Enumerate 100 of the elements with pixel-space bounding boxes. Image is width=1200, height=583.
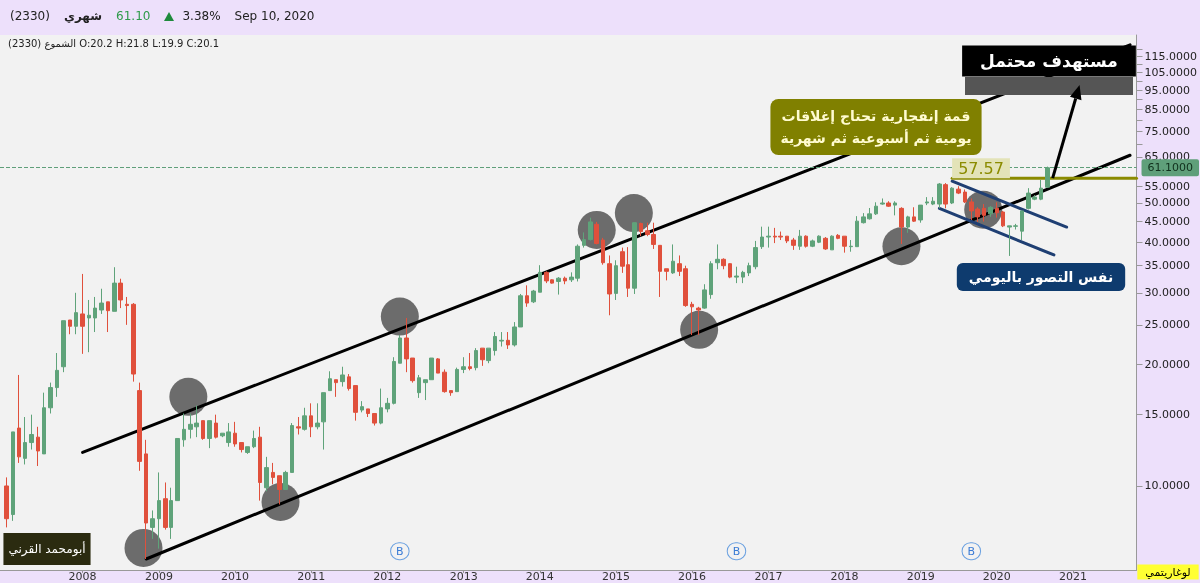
- candlestick: [125, 296, 129, 326]
- x-tick-label: 2019: [906, 570, 935, 583]
- candlestick: [480, 347, 485, 367]
- candlestick: [810, 239, 815, 248]
- candlestick: [614, 259, 618, 301]
- x-tick-label: 2013: [449, 570, 478, 583]
- candlestick: [169, 487, 173, 540]
- candlestick: [150, 509, 155, 540]
- candlestick: [80, 273, 85, 355]
- candlestick: [982, 203, 986, 223]
- y-tick-label: 30.0000: [1144, 286, 1191, 300]
- candlestick: [912, 206, 916, 223]
- candlestick: [836, 233, 840, 240]
- candlestick: [74, 292, 78, 335]
- annotation: B: [967, 544, 976, 558]
- candlestick: [207, 420, 212, 449]
- candlestick: [417, 374, 421, 399]
- candlestick: [137, 382, 142, 472]
- candlestick: [315, 402, 320, 430]
- candlestick: [385, 397, 390, 413]
- candlestick: [918, 204, 923, 224]
- y-tick-label: 115.0000: [1144, 50, 1198, 64]
- y-tick-label: 55.0000: [1144, 179, 1191, 193]
- candlestick: [486, 347, 491, 364]
- candlestick: [4, 476, 9, 528]
- candlestick: [950, 186, 954, 205]
- candlestick: [817, 234, 821, 244]
- x-tick-label: 2008: [68, 570, 97, 583]
- candlestick: [588, 217, 593, 241]
- candlestick: [766, 226, 771, 249]
- candlestick: [823, 236, 828, 251]
- candlestick: [753, 240, 758, 270]
- candlestick: [296, 416, 301, 435]
- candlestick: [379, 388, 383, 425]
- candlestick: [29, 414, 34, 451]
- candlestick: [55, 352, 59, 398]
- candlestick: [99, 288, 104, 315]
- candlestick: [601, 237, 605, 266]
- candlestick: [347, 373, 351, 392]
- candlestick: [696, 306, 701, 336]
- candlestick: [372, 413, 377, 427]
- candlestick: [963, 188, 967, 204]
- candlestick: [855, 215, 859, 248]
- candlestick: [175, 437, 180, 502]
- candlestick: [842, 235, 847, 254]
- candlestick: [531, 289, 536, 304]
- candlestick: [664, 268, 669, 281]
- annotation: قمة إنفجارية تحتاج إغلاقات يومية ثم أسبوعية ثم شهرية: [780, 108, 972, 147]
- candlestick: [690, 301, 694, 336]
- candlestick: [721, 257, 726, 270]
- candlestick: [87, 299, 91, 353]
- candlestick: [398, 334, 402, 364]
- candlestick: [182, 413, 186, 448]
- candlestick: [48, 382, 53, 414]
- candlestick: [880, 197, 885, 206]
- candlestick: [747, 262, 751, 277]
- candlestick: [741, 270, 745, 284]
- y-tick-label: 15.0000: [1144, 408, 1191, 422]
- annotation: B: [396, 544, 404, 558]
- y-tick-label: 25.0000: [1144, 318, 1191, 332]
- candlestick: [328, 370, 332, 392]
- annotation: أبومحمد القرني: [8, 541, 86, 557]
- x-tick-label: 2010: [221, 570, 250, 583]
- x-tick-label: 2018: [830, 570, 859, 583]
- candlestick: [436, 357, 440, 374]
- candlestick: [582, 231, 586, 249]
- candlestick: [499, 331, 504, 348]
- y-tick-label: 35.0000: [1144, 259, 1191, 273]
- y-tick-label: 20.0000: [1144, 357, 1191, 371]
- y-tick-label: 95.0000: [1144, 83, 1191, 97]
- candlestick: [715, 243, 720, 270]
- candlestick: [734, 266, 739, 284]
- candlestick: [461, 356, 466, 374]
- annotation: B: [732, 544, 741, 558]
- x-tick-label: 2015: [601, 570, 630, 583]
- candlestick: [23, 416, 27, 465]
- candlestick: [144, 439, 148, 560]
- candlestick: [709, 260, 713, 300]
- x-tick-label: 2016: [678, 570, 707, 583]
- chart-title: (2330): [10, 9, 50, 23]
- candlestick: [658, 244, 662, 298]
- candlestick: [163, 481, 168, 531]
- candlestick: [93, 296, 97, 333]
- candlestick: [449, 390, 453, 397]
- annotation: مستهدف محتمل: [980, 51, 1118, 72]
- candlestick: [874, 201, 878, 216]
- candlestick: [271, 462, 275, 485]
- text: 61.10: [116, 9, 151, 23]
- candlestick: [893, 200, 897, 216]
- candlestick: [760, 226, 764, 250]
- candlestick: [340, 366, 345, 388]
- candlestick: [334, 379, 338, 398]
- candlestick: [671, 243, 675, 275]
- candlestick: [11, 431, 15, 522]
- candlestick: [252, 430, 256, 449]
- candlestick: [1020, 210, 1024, 241]
- y-tick-label: 105.0000: [1144, 66, 1198, 80]
- annotation: نفس التصور باليومي: [968, 269, 1114, 286]
- candlestick: [925, 196, 929, 206]
- text: Sep 10, 2020: [234, 9, 315, 23]
